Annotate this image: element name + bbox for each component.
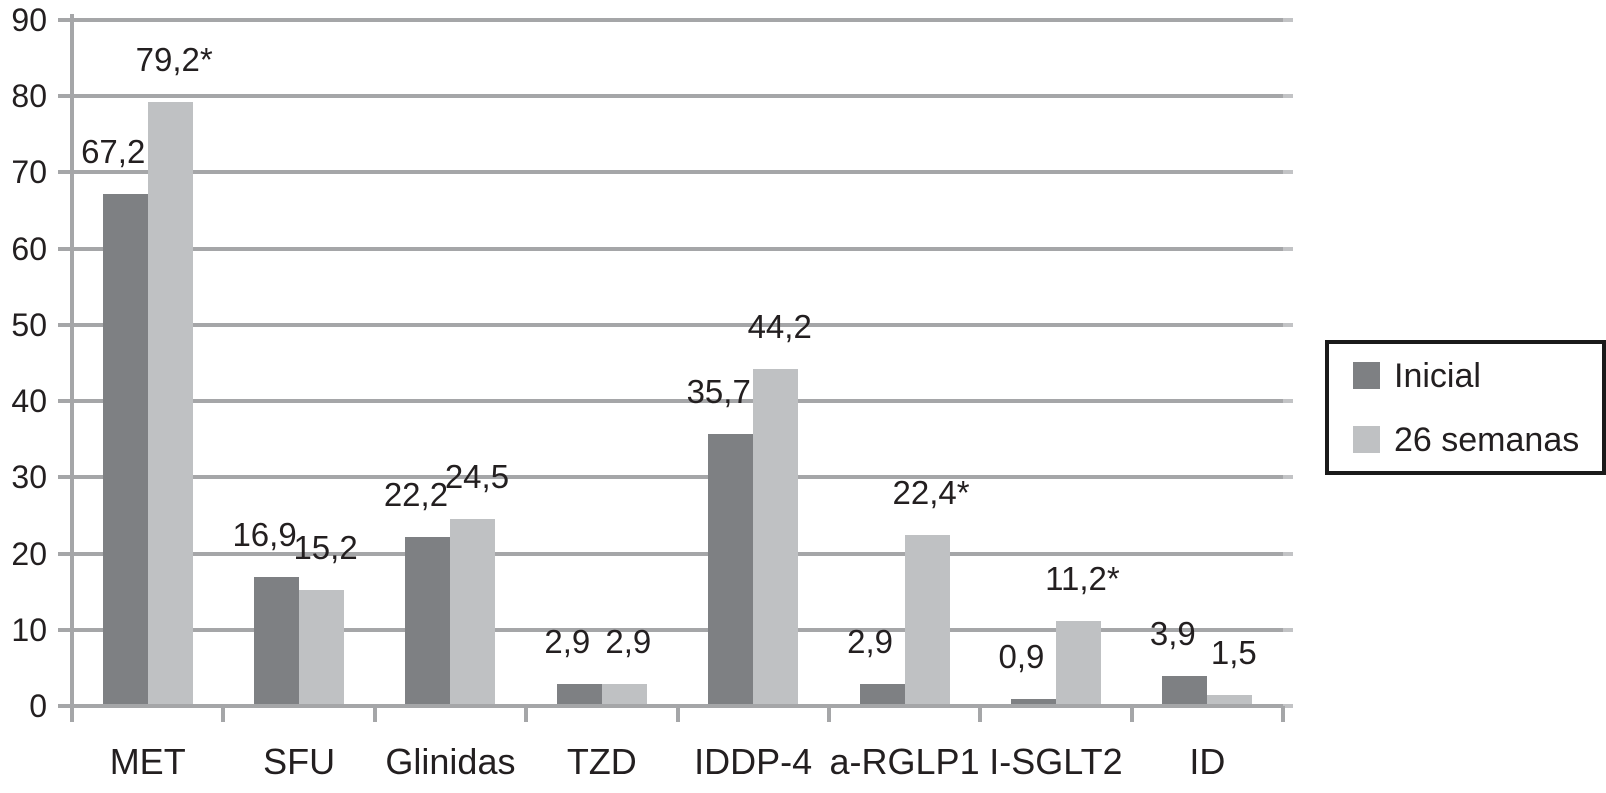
x-axis-tick-0 — [70, 706, 74, 722]
bar-inicial-a-RGLP1 — [859, 683, 905, 706]
legend-label-26-semanas: 26 semanas — [1394, 420, 1580, 459]
y-axis-tick-40 — [58, 399, 72, 404]
bar-inicial-ID — [1162, 676, 1208, 706]
gridline-right-tick-70 — [1283, 170, 1293, 175]
bar-26-semanas-SFU — [299, 590, 345, 706]
gridline-80 — [72, 94, 1283, 99]
gridline-right-tick-60 — [1283, 246, 1293, 251]
gridline-60 — [72, 246, 1283, 251]
y-axis-label-30: 30 — [11, 459, 47, 496]
bar-26-semanas-a-RGLP1 — [904, 535, 950, 706]
y-axis-label-0: 0 — [29, 688, 47, 724]
category-label-Glinidas: Glinidas — [385, 741, 516, 782]
legend-item-26-semanas: 26 semanas — [1353, 422, 1602, 458]
value-label-inicial-I-SGLT2: 0,9 — [998, 638, 1045, 676]
gridline-50 — [72, 322, 1283, 327]
value-label-26-semanas-SFU: 15,2 — [293, 529, 358, 567]
gridline-10 — [72, 627, 1283, 632]
bar-26-semanas-Glinidas — [450, 519, 496, 706]
y-axis-label-10: 10 — [11, 611, 47, 648]
value-label-inicial-ID: 3,9 — [1149, 615, 1196, 653]
bar-inicial-TZD — [556, 683, 602, 706]
legend-swatch-26-semanas-icon — [1353, 426, 1380, 453]
bar-26-semanas-MET — [147, 102, 193, 706]
y-axis-tick-70 — [58, 170, 72, 175]
legend: Inicial 26 semanas — [1325, 340, 1606, 475]
bar-inicial-IDDP-4 — [708, 433, 754, 706]
gridline-70 — [72, 170, 1283, 175]
y-axis-line — [70, 14, 74, 706]
category-label-SFU: SFU — [263, 741, 336, 782]
x-axis-tick-8 — [1281, 706, 1285, 722]
category-label-IDDP-4: IDDP-4 — [694, 741, 813, 782]
category-label-MET: MET — [109, 741, 186, 782]
gridline-right-tick-10 — [1283, 627, 1293, 632]
y-axis-label-90: 90 — [11, 2, 47, 38]
x-axis-tick-7 — [1129, 706, 1134, 722]
gridline-right-tick-90 — [1283, 18, 1293, 22]
y-axis-tick-50 — [58, 322, 72, 327]
y-axis-tick-90 — [58, 18, 72, 22]
gridline-right-tick-50 — [1283, 322, 1293, 327]
y-axis-tick-80 — [58, 94, 72, 99]
bar-inicial-MET — [102, 193, 148, 706]
gridline-30 — [72, 475, 1283, 480]
gridline-90 — [72, 18, 1283, 22]
value-label-26-semanas-ID: 1,5 — [1210, 633, 1257, 671]
gridline-right-tick-20 — [1283, 551, 1293, 556]
gridline-40 — [72, 399, 1283, 404]
y-axis-label-80: 80 — [11, 78, 47, 115]
y-axis-tick-0 — [58, 704, 72, 708]
value-label-inicial-MET: 67,2 — [81, 132, 146, 170]
legend-item-inicial: Inicial — [1353, 358, 1602, 394]
y-axis-tick-10 — [58, 627, 72, 632]
value-label-26-semanas-TZD: 2,9 — [605, 622, 652, 660]
value-label-inicial-SFU: 16,9 — [232, 516, 297, 554]
category-label-TZD: TZD — [566, 741, 637, 782]
x-axis-tick-5 — [826, 706, 831, 722]
value-label-inicial-Glinidas: 22,2 — [383, 475, 449, 513]
bar-inicial-SFU — [254, 577, 300, 706]
gridline-right-tick-30 — [1283, 475, 1293, 480]
value-label-26-semanas-I-SGLT2: 11,2* — [1045, 559, 1120, 597]
x-axis-tick-6 — [978, 706, 983, 722]
bar-inicial-I-SGLT2 — [1010, 699, 1056, 706]
bar-26-semanas-I-SGLT2 — [1055, 620, 1101, 706]
legend-label-inicial: Inicial — [1394, 356, 1481, 395]
gridline-right-tick-80 — [1283, 94, 1293, 99]
gridline-right-tick-0 — [1283, 704, 1293, 708]
value-label-inicial-a-RGLP1: 2,9 — [847, 622, 893, 660]
y-axis-tick-20 — [58, 551, 72, 556]
bar-26-semanas-IDDP-4 — [753, 369, 799, 706]
gridline-20 — [72, 551, 1283, 556]
category-label-a-RGLP1: a-RGLP1 — [829, 741, 980, 782]
legend-swatch-inicial-icon — [1353, 362, 1380, 389]
y-axis-label-20: 20 — [11, 535, 47, 572]
bar-26-semanas-TZD — [601, 683, 647, 706]
x-axis-tick-4 — [675, 706, 680, 722]
gridline-right-tick-40 — [1283, 399, 1293, 404]
value-label-inicial-TZD: 2,9 — [544, 622, 591, 660]
category-label-ID: ID — [1189, 741, 1226, 782]
value-label-26-semanas-Glinidas: 24,5 — [444, 458, 510, 496]
y-axis-label-40: 40 — [11, 383, 47, 420]
value-label-26-semanas-MET: 79,2* — [135, 41, 213, 79]
value-label-26-semanas-a-RGLP1: 22,4* — [892, 474, 970, 512]
category-label-I-SGLT2: I-SGLT2 — [989, 741, 1123, 782]
y-axis-tick-60 — [58, 246, 72, 251]
bar-26-semanas-ID — [1207, 694, 1253, 706]
y-axis-tick-30 — [58, 475, 72, 480]
x-axis-tick-2 — [372, 706, 377, 722]
y-axis-label-70: 70 — [11, 154, 47, 191]
y-axis-label-50: 50 — [11, 306, 47, 343]
x-axis-tick-1 — [221, 706, 226, 722]
x-axis-tick-3 — [524, 706, 529, 722]
bar-inicial-Glinidas — [405, 536, 451, 706]
value-label-26-semanas-IDDP-4: 44,2 — [747, 308, 812, 346]
y-axis-label-60: 60 — [11, 230, 47, 267]
value-label-inicial-IDDP-4: 35,7 — [686, 372, 751, 410]
